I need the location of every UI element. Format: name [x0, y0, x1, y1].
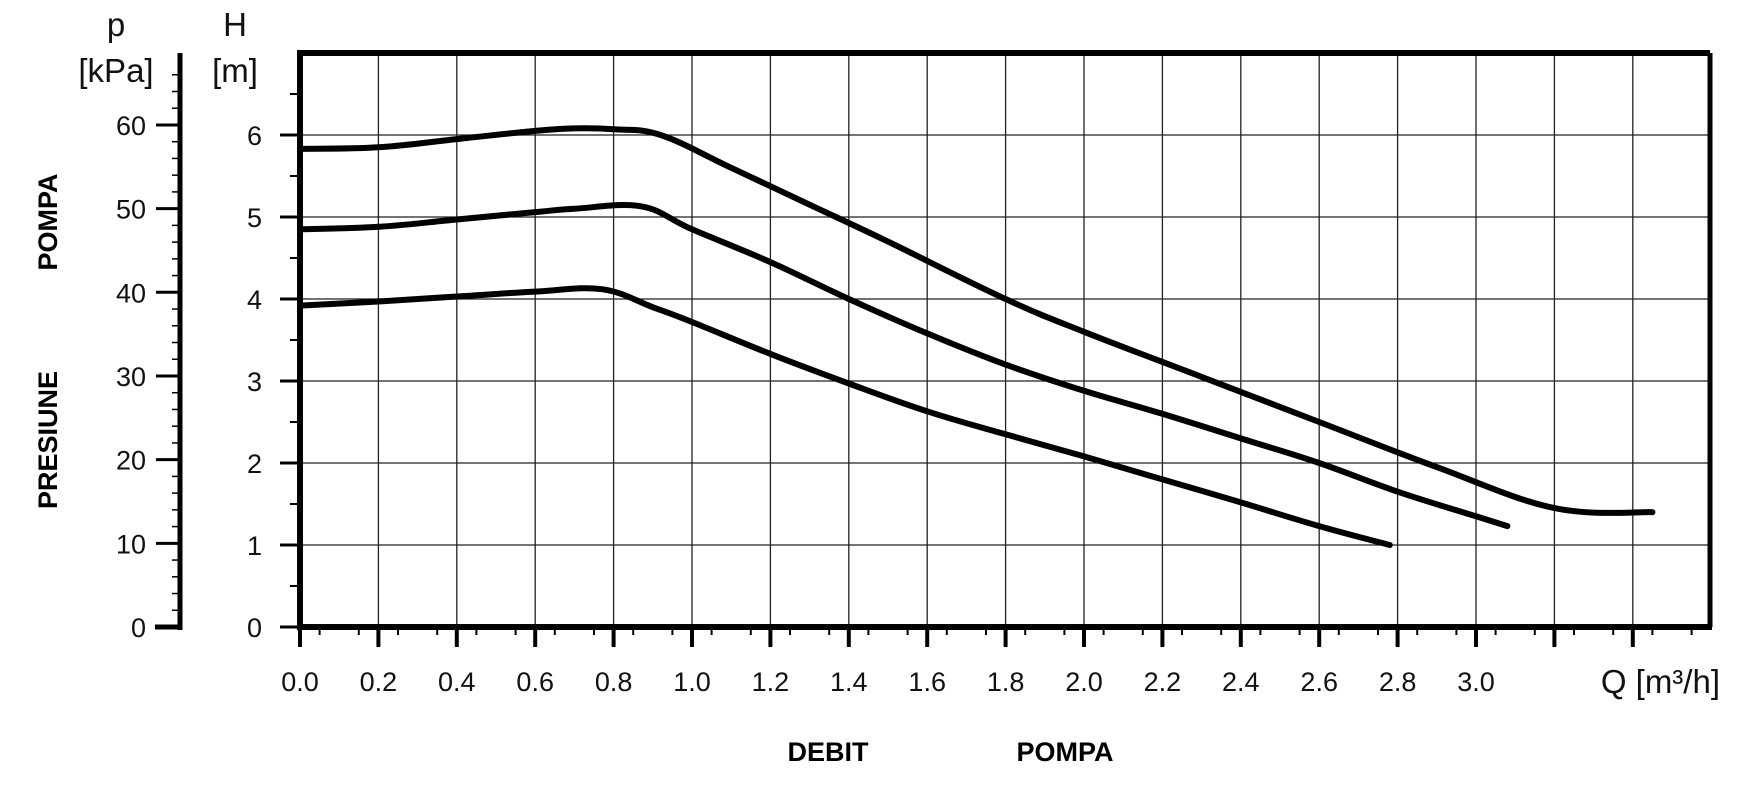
x-tick-label: 0.0: [281, 667, 319, 697]
grid: [300, 53, 1710, 627]
x-tick-label: 1.4: [830, 667, 868, 697]
h-tick-label: 4: [247, 285, 262, 315]
x-tick-label: 0.6: [516, 667, 554, 697]
x-tick-label: 0.4: [438, 667, 476, 697]
series-curves: [297, 125, 1656, 548]
h-tick-label: 5: [247, 203, 262, 233]
curve-3: [297, 285, 1393, 548]
bottom-label-debit: DEBIT: [788, 737, 870, 767]
x-tick-label: 1.8: [987, 667, 1025, 697]
h-tick-label: 3: [247, 367, 262, 397]
p-tick-label: 60: [116, 111, 146, 141]
x-tick-label: 3.0: [1457, 667, 1495, 697]
x-tick-label: 1.6: [908, 667, 946, 697]
side-label-pompa: POMPA: [33, 173, 63, 270]
p-tick-label: 50: [116, 195, 146, 225]
x-tick-label: 2.8: [1379, 667, 1417, 697]
h-axis-unit: [m]: [212, 52, 258, 89]
side-label-presiune: PRESIUNE: [33, 371, 63, 509]
p-axis-unit: [kPa]: [78, 52, 153, 89]
p-tick-label: 10: [116, 529, 146, 559]
x-tick-label: 2.6: [1300, 667, 1338, 697]
x-tick-label: 2.2: [1144, 667, 1182, 697]
axes: 0.0 0.2 0.4 0.6 0.8 1.0 1.2 1.4 1.6 1.8 2.0 2.2 2.4 2…: [116, 53, 1693, 697]
x-tick-label: 2.0: [1065, 667, 1103, 697]
p-tick-label: 20: [116, 446, 146, 476]
plot-frame: [297, 50, 1713, 630]
h-tick-label: 1: [247, 531, 262, 561]
x-axis-label: Q [m³/h]: [1601, 663, 1720, 700]
x-tick-label: 2.4: [1222, 667, 1260, 697]
h-tick-label: 2: [247, 449, 262, 479]
p-tick-label: 40: [116, 278, 146, 308]
bottom-label-pompa: POMPA: [1016, 737, 1113, 767]
h-axis-symbol: H: [223, 6, 247, 43]
curve-2: [297, 202, 1511, 530]
h-tick-label: 0: [247, 613, 262, 643]
x-tick-label: 1.2: [752, 667, 790, 697]
p-tick-label: 0: [131, 613, 146, 643]
x-tick-label: 0.8: [595, 667, 633, 697]
x-tick-label: 0.2: [360, 667, 398, 697]
p-axis-symbol: p: [107, 6, 125, 43]
x-tick-label: 1.0: [673, 667, 711, 697]
p-tick-label: 30: [116, 362, 146, 392]
h-tick-label: 6: [247, 121, 262, 151]
curve-1: [297, 125, 1656, 516]
